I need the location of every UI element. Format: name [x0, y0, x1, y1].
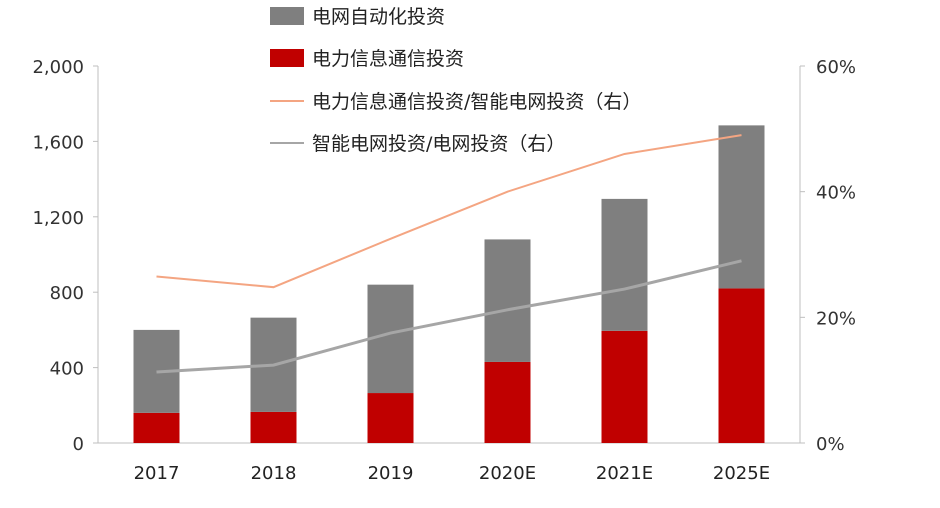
right-tick-label: 0%: [816, 434, 845, 455]
bar-segment: [250, 411, 297, 443]
bar-segment: [601, 198, 648, 331]
left-tick-label: 800: [50, 283, 84, 304]
legend-label: 智能电网投资/电网投资（右）: [312, 133, 565, 155]
bar-segment: [484, 239, 531, 362]
lines: [156, 134, 742, 374]
x-tick-label: 2019: [368, 463, 414, 484]
legend-swatch: [270, 7, 304, 25]
bar-segment: [601, 330, 648, 443]
bar-segment: [484, 361, 531, 443]
left-tick-label: 2,000: [32, 57, 84, 78]
bar-segment: [133, 412, 180, 443]
left-tick-label: 1,600: [32, 132, 84, 153]
legend-swatch: [270, 49, 304, 67]
bar-segment: [718, 288, 765, 443]
right-tick-label: 60%: [816, 57, 856, 78]
right-tick-label: 20%: [816, 308, 856, 329]
left-tick-label: 1,200: [32, 208, 84, 229]
left-tick-label: 400: [50, 359, 84, 380]
legend-label: 电力信息通信投资/智能电网投资（右）: [312, 91, 641, 113]
line-series: [156, 134, 742, 289]
x-tick-label: 2018: [251, 463, 297, 484]
line-series: [156, 259, 742, 374]
x-tick-label: 2025E: [713, 463, 770, 484]
legend-label: 电力信息通信投资: [312, 48, 464, 70]
bars: [133, 125, 765, 443]
x-tick-label: 2020E: [479, 463, 536, 484]
axes: 0 400 800 1,200 1,600 2,000 0% 20% 40% 60% 2017 201…: [32, 57, 856, 484]
x-tick-label: 2017: [134, 463, 180, 484]
left-tick-label: 0: [73, 434, 84, 455]
bar-segment: [367, 393, 414, 443]
legend-label: 电网自动化投资: [312, 6, 445, 28]
bar-segment: [367, 284, 414, 394]
x-tick-label: 2021E: [596, 463, 653, 484]
right-tick-label: 40%: [816, 183, 856, 204]
